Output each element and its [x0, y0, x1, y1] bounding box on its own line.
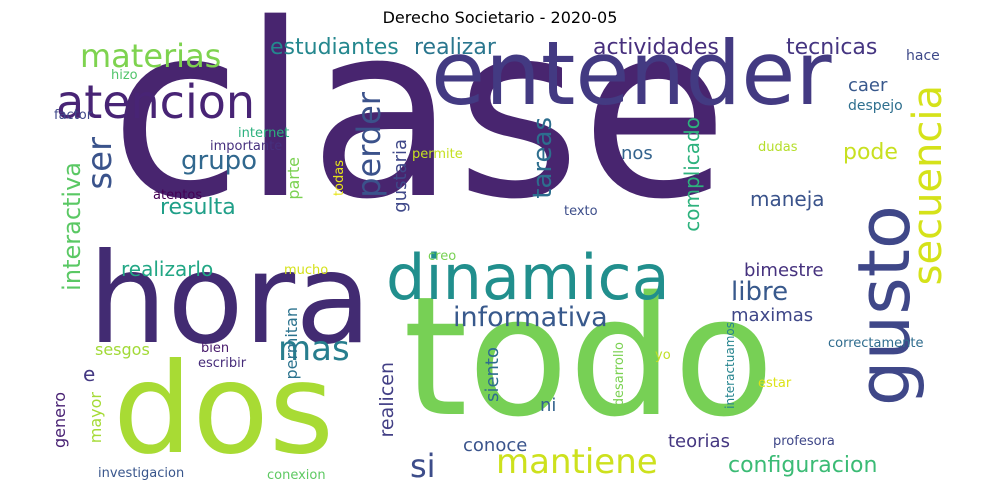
- word-bien: bien: [201, 341, 230, 356]
- word-mucho: mucho: [284, 263, 329, 278]
- word-todo: todo: [403, 261, 775, 453]
- word-realizar: realizar: [414, 35, 496, 60]
- word-interactuamos: interactuamos: [723, 322, 737, 409]
- word-atencion: atencion: [56, 75, 256, 129]
- word-si: si: [410, 447, 436, 485]
- word-conoce: conoce: [463, 435, 528, 456]
- word-teorias: teorias: [668, 431, 730, 452]
- word-hora: hora: [88, 227, 372, 372]
- word-tareas: tareas: [528, 117, 558, 199]
- word-creo: creo: [428, 249, 457, 264]
- figure-title: Derecho Societario - 2020-05: [382, 8, 618, 27]
- word-importante: importante: [210, 139, 283, 154]
- word-maximas: maximas: [731, 305, 814, 326]
- word-grupo: grupo: [181, 146, 258, 176]
- word-dudas: dudas: [758, 140, 798, 155]
- word-genero: genero: [50, 392, 69, 448]
- word-resulta: resulta: [160, 195, 236, 220]
- word-permitan: permitan: [282, 307, 301, 380]
- word-secuencia: secuencia: [905, 85, 951, 286]
- word-hizo: hizo: [111, 68, 138, 83]
- word-desarrollo: desarrollo: [612, 342, 627, 407]
- word-permite: permite: [412, 147, 463, 162]
- word-entender: entender: [431, 22, 832, 125]
- word-dinamica: dinamica: [386, 241, 670, 314]
- word-tecnicas: tecnicas: [786, 35, 878, 60]
- word-complicado: complicado: [680, 117, 704, 232]
- word-ser: ser: [80, 137, 120, 190]
- word-mayor: mayor: [86, 392, 105, 444]
- word-estar: estar: [758, 376, 792, 391]
- word-todas: todas: [332, 160, 347, 197]
- word-perder: perder: [350, 92, 388, 198]
- word-dos: dos: [113, 337, 334, 482]
- word-conexion: conexion: [267, 468, 326, 483]
- word-cloud: clase todo hora dos entender gusto dinamica ate…: [48, 0, 952, 489]
- word-despejo: despejo: [848, 98, 903, 114]
- word-investigacion: investigacion: [98, 466, 185, 481]
- word-realicen: realicen: [376, 362, 398, 438]
- word-yo: yo: [655, 348, 671, 363]
- word-estudiantes: estudiantes: [270, 35, 399, 60]
- word-correctamente: correctamente: [828, 336, 924, 351]
- word-mas: mas: [278, 329, 350, 369]
- word-atentos: atentos: [153, 188, 203, 203]
- word-caer: caer: [848, 75, 888, 96]
- word-nos: nos: [621, 143, 653, 164]
- word-parte: parte: [284, 157, 303, 200]
- word-pode: pode: [843, 140, 898, 165]
- word-e: e: [83, 362, 96, 386]
- word-interactiva: interactiva: [58, 162, 86, 291]
- word-profesora: profesora: [773, 434, 835, 449]
- word-configuracion: configuracion: [728, 453, 878, 478]
- word-realizarlo: realizarlo: [121, 257, 214, 281]
- word-clase: clase: [110, 0, 729, 252]
- word-mantiene: mantiene: [496, 442, 658, 482]
- word-actividades: actividades: [593, 35, 719, 60]
- word-bimestre: bimestre: [744, 260, 824, 281]
- word-informativa: informativa: [453, 302, 608, 333]
- word-gustaria: gustaria: [390, 139, 411, 213]
- word-materias: materias: [80, 37, 222, 75]
- word-sesgos: sesgos: [95, 340, 150, 359]
- word-ni: ni: [540, 395, 557, 416]
- word-siento: siento: [482, 347, 503, 402]
- word-internet: internet: [238, 126, 290, 141]
- word-texto: texto: [564, 204, 598, 219]
- word-factor: factor: [54, 108, 93, 123]
- word-hace: hace: [906, 48, 940, 64]
- word-maneja: maneja: [750, 187, 825, 211]
- word-escribir: escribir: [198, 356, 247, 371]
- word-libre: libre: [731, 277, 789, 307]
